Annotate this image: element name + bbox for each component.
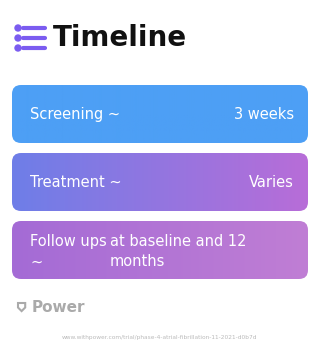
Text: months: months (110, 254, 165, 269)
Text: www.withpower.com/trial/phase-4-atrial-fibrillation-11-2021-d0b7d: www.withpower.com/trial/phase-4-atrial-f… (62, 335, 258, 339)
Circle shape (15, 35, 21, 41)
Circle shape (15, 45, 21, 51)
Text: Treatment ~: Treatment ~ (30, 175, 122, 189)
Text: Varies: Varies (249, 175, 294, 189)
Circle shape (15, 25, 21, 31)
Text: Timeline: Timeline (53, 24, 187, 52)
Text: Power: Power (32, 301, 85, 315)
Text: ~: ~ (30, 254, 42, 269)
Text: Follow ups: Follow ups (30, 234, 107, 249)
Text: 3 weeks: 3 weeks (234, 107, 294, 121)
Text: Screening ~: Screening ~ (30, 107, 120, 121)
Text: at baseline and 12: at baseline and 12 (110, 234, 246, 249)
